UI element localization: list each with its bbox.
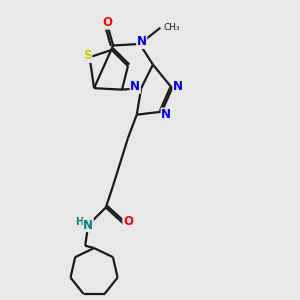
- Text: O: O: [123, 215, 133, 228]
- Text: N: N: [173, 80, 183, 93]
- Text: N: N: [83, 219, 93, 232]
- Text: N: N: [130, 80, 140, 93]
- Text: H: H: [76, 217, 84, 227]
- Text: S: S: [83, 49, 92, 62]
- Text: CH₃: CH₃: [163, 23, 180, 32]
- Text: N: N: [137, 35, 147, 48]
- Text: N: N: [161, 108, 171, 121]
- Text: O: O: [102, 16, 112, 29]
